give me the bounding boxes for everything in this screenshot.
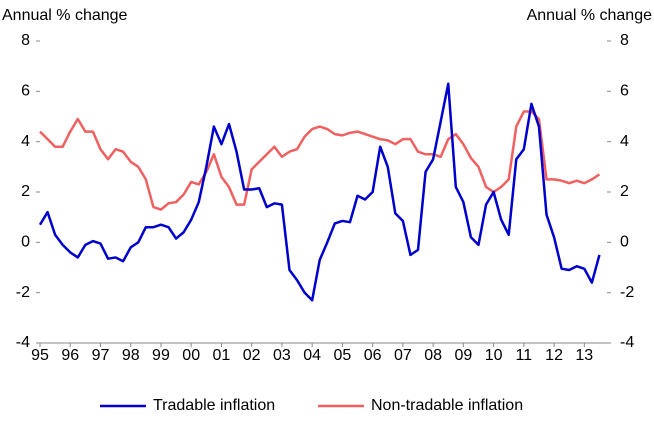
x-tick-label: 13	[575, 347, 593, 364]
x-tick-label: 99	[152, 347, 170, 364]
y-tick-label: 8	[21, 32, 30, 49]
y2-tick-label: -2	[620, 284, 634, 301]
y-tick-label: 0	[21, 234, 30, 251]
x-tick-label: 95	[31, 347, 49, 364]
y-tick-label: 4	[21, 133, 30, 150]
x-tick-label: 04	[303, 347, 321, 364]
x-tick-label: 02	[243, 347, 261, 364]
x-tick-label: 09	[454, 347, 472, 364]
series-line	[39, 110, 601, 211]
x-tick-label: 05	[334, 347, 352, 364]
x-tick-label: 96	[61, 347, 79, 364]
y-tick-label: 6	[21, 83, 30, 100]
x-tick-label: 03	[273, 347, 291, 364]
y2-tick-label: 4	[620, 133, 629, 150]
y2-tick-label: 8	[620, 32, 629, 49]
y-tick-label: 2	[21, 183, 30, 200]
x-tick-label: 12	[545, 347, 563, 364]
y-axis-title: Annual % change	[2, 7, 128, 24]
legend-label: Tradable inflation	[153, 397, 275, 414]
x-tick-label: 98	[122, 347, 140, 364]
y-tick-label: -4	[16, 334, 30, 351]
y2-tick-label: 2	[620, 183, 629, 200]
x-tick-label: 01	[213, 347, 231, 364]
legend-label: Non-tradable inflation	[371, 397, 523, 414]
x-tick-label: 08	[424, 347, 442, 364]
x-tick-label: 10	[485, 347, 503, 364]
y2-tick-label: -4	[620, 334, 634, 351]
y2-tick-label: 6	[620, 83, 629, 100]
x-tick-label: 11	[516, 347, 533, 364]
x-tick-label: 06	[364, 347, 382, 364]
series-line	[38, 82, 601, 302]
y-tick-label: -2	[16, 284, 30, 301]
x-tick-label: 00	[182, 347, 200, 364]
x-tick-label: 97	[92, 347, 110, 364]
y2-tick-label: 0	[620, 234, 629, 251]
x-tick-label: 07	[394, 347, 412, 364]
y2-axis-title: Annual % change	[527, 7, 653, 24]
